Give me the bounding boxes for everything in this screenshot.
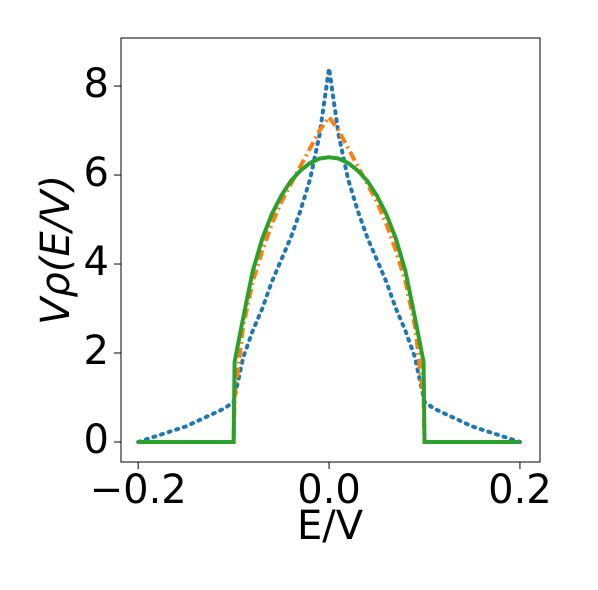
y-tick-label: 2 [84,328,109,374]
plot-frame [120,37,541,463]
series-line [138,113,520,444]
x-tick-label: −0.2 [90,467,187,513]
y-tick-label: 4 [84,239,109,285]
y-tick-label: 0 [84,417,109,463]
y-tick-label: 8 [84,61,109,107]
x-tick-label: 0.0 [297,467,361,513]
y-axis-label: Vρ(E/V) [33,175,79,325]
series-line [138,155,520,444]
series-line [136,67,522,444]
x-axis-label: E/V [297,503,364,549]
y-tick-label: 6 [84,150,109,196]
x-tick-label: 0.2 [488,467,552,513]
